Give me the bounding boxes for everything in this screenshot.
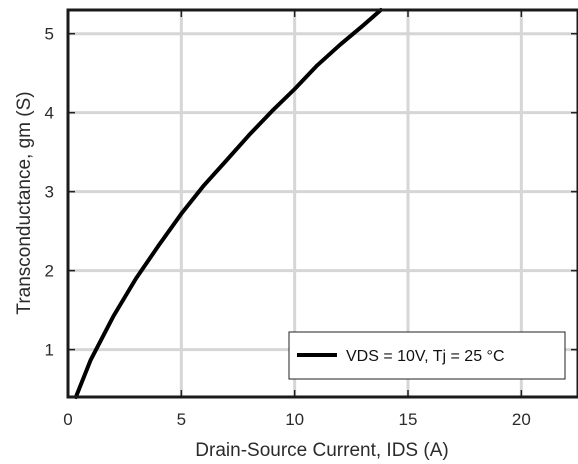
- x-tick-label: 5: [177, 410, 186, 429]
- y-tick-label: 4: [45, 104, 54, 123]
- plot-border: [66, 8, 578, 399]
- series-line: [73, 8, 383, 399]
- y-axis-label: Transconductance, gm (S): [14, 91, 35, 314]
- y-tick-label: 1: [45, 341, 54, 360]
- y-tick-label: 3: [45, 183, 54, 202]
- x-tick-label: 0: [63, 410, 72, 429]
- plot-frame: [66, 8, 578, 399]
- legend-label: VDS = 10V, Tj = 25 °C: [346, 348, 505, 365]
- y-tick-label: 5: [45, 25, 54, 44]
- tick-labels: 0 5 10 15 20 1 2 3 4 5: [45, 25, 531, 429]
- x-axis-label: Drain-Source Current, IDS (A): [195, 440, 448, 461]
- legend: VDS = 10V, Tj = 25 °C: [288, 331, 566, 380]
- x-tick-label: 10: [285, 410, 304, 429]
- x-tick-label: 15: [399, 410, 418, 429]
- x-tick-label: 20: [512, 410, 531, 429]
- series-lines: [73, 8, 383, 399]
- y-tick-label: 2: [45, 262, 54, 281]
